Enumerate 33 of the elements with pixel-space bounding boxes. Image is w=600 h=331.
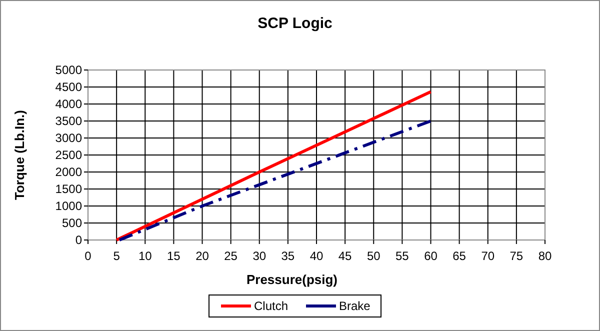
x-axis-title: Pressure(psig) [246, 272, 338, 287]
y-tick-label: 500 [62, 216, 82, 230]
y-tick-label: 3500 [55, 114, 82, 128]
y-tick-label: 2000 [55, 165, 82, 180]
y-tick-label: 0 [75, 233, 82, 248]
y-tick-label: 4000 [55, 97, 82, 112]
x-tick-label: 40 [310, 249, 324, 263]
x-tick-label: 45 [338, 249, 352, 263]
x-tick-label: 65 [452, 249, 466, 263]
x-tick-label: 35 [281, 249, 295, 263]
y-tick-label: 2500 [55, 148, 82, 162]
x-tick-label: 5 [113, 249, 120, 263]
y-tick-label: 1000 [55, 199, 82, 214]
x-tick-label: 30 [252, 249, 266, 263]
y-tick-label: 5000 [55, 63, 82, 78]
x-tick-label: 10 [138, 249, 152, 263]
legend-label: Brake [339, 299, 371, 314]
x-tick-label: 0 [84, 249, 92, 263]
y-tick-label: 1500 [55, 182, 82, 196]
y-axis-title: Torque (Lb.In.) [12, 110, 27, 200]
x-tick-label: 20 [196, 249, 210, 263]
x-tick-label: 25 [224, 249, 238, 263]
x-tick-label: 15 [167, 249, 181, 263]
y-tick-label: 4500 [55, 80, 82, 94]
x-tick-label: 60 [424, 249, 438, 263]
x-tick-label: 70 [481, 249, 495, 263]
x-tick-label: 55 [396, 249, 410, 263]
y-tick-label: 3000 [55, 131, 82, 146]
legend-label: Clutch [254, 299, 288, 314]
chart-title: SCP Logic [258, 15, 332, 32]
x-tick-label: 75 [510, 249, 524, 263]
x-tick-label: 50 [366, 249, 381, 263]
x-tick-label: 80 [538, 249, 552, 263]
